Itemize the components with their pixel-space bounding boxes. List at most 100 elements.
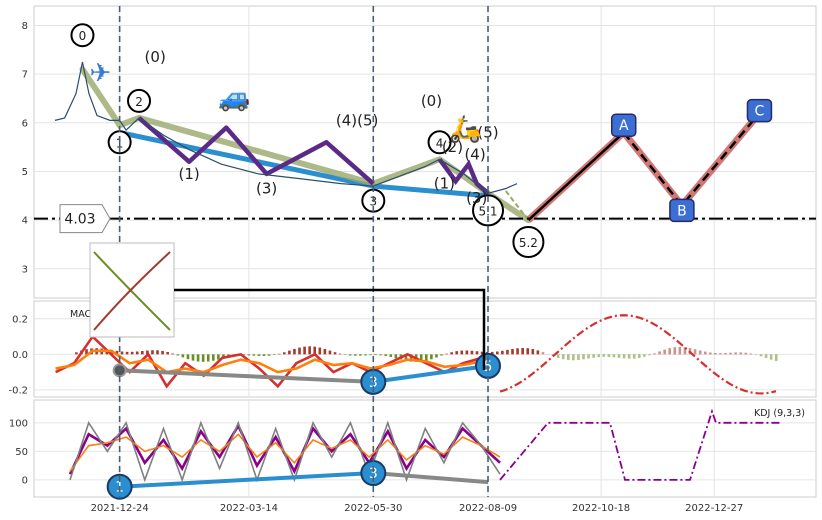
wave-label-circle: [512, 226, 545, 259]
macd-histogram-bar: [217, 354, 220, 360]
macd-histogram-bar: [632, 354, 636, 359]
macd-histogram-bar: [242, 354, 246, 356]
macd-histogram-bar: [440, 354, 443, 356]
inset-connector-line: [174, 288, 486, 370]
macd-histogram-bar: [409, 354, 413, 362]
projection-line-bc: [622, 112, 761, 208]
macd-histogram-bar: [354, 354, 357, 356]
wave-label: (5): [477, 124, 498, 142]
wave-label: 0: [79, 29, 87, 43]
macd-histogram-bar: [602, 354, 606, 357]
macd-histogram-bar: [450, 352, 453, 355]
x-tick-label: 2022-05-30: [344, 503, 402, 514]
macd-y-tick-label: 0.0: [12, 350, 28, 361]
macd-histogram-bar: [166, 352, 169, 355]
macd-histogram-bar: [120, 351, 124, 355]
wave-label: (4): [464, 145, 485, 163]
projection-lead-in: [504, 190, 530, 221]
macd-histogram-bar: [572, 354, 575, 361]
macd-histogram-bar: [369, 354, 372, 356]
macd-histogram-bar: [338, 353, 342, 355]
wave-label: (2): [442, 138, 463, 156]
wave-label: (3): [256, 180, 277, 198]
macd-divergence-label: 3: [369, 375, 378, 391]
macd-histogram-bar: [643, 354, 646, 357]
macd-histogram-bar: [460, 350, 464, 355]
macd-histogram-bar: [698, 350, 702, 355]
macd-histogram-bar: [470, 350, 474, 355]
macd-histogram-bar: [85, 349, 88, 355]
wave-label: (1): [178, 165, 199, 183]
x-tick-label: 2021-12-24: [91, 503, 149, 514]
macd-histogram-bar: [130, 351, 134, 355]
macd-histogram-bar: [196, 354, 200, 362]
macd-histogram-bar: [521, 348, 524, 355]
macd-histogram-bar: [201, 354, 205, 362]
kdj-series-J: [69, 420, 501, 483]
macd-histogram-bar: [212, 354, 215, 361]
macd-histogram-bar: [156, 350, 159, 355]
macd-histogram-bar: [257, 354, 261, 356]
macd-histogram-bar: [668, 348, 672, 355]
wave-label: 1: [116, 136, 124, 150]
macd-histogram-bar: [389, 354, 393, 357]
macd-histogram-bar: [141, 350, 144, 355]
price-y-tick-label: 5: [22, 167, 28, 178]
wave-label: 4: [436, 136, 444, 150]
kdj-y-tick-label: 0: [22, 475, 28, 486]
macd-histogram-bar: [384, 354, 388, 356]
macd-histogram-bar: [176, 354, 180, 356]
macd-histogram-bar: [404, 354, 408, 361]
inset-curve-2: [93, 251, 171, 331]
wave-label: (4)(5): [336, 111, 379, 129]
macd-histogram-bar: [475, 351, 479, 355]
macd-histogram-bar: [516, 348, 519, 355]
macd-histogram-bar: [445, 353, 448, 355]
macd-histogram-bar: [267, 354, 271, 356]
macd-histogram-bar: [293, 348, 296, 355]
scooter-icon: 🛵: [449, 114, 481, 144]
macd-histogram-bar: [283, 352, 286, 355]
macd-histogram-bar: [714, 353, 717, 355]
macd-histogram-bar: [272, 354, 276, 355]
wave-sub-line-1: [137, 116, 375, 186]
macd-histogram-bar: [501, 350, 504, 355]
abc-label: A: [619, 118, 629, 134]
wave-label-circle: [70, 23, 95, 48]
macd-y-tick-label: 0.2: [12, 314, 28, 325]
macd-histogram-bar: [724, 353, 727, 355]
macd-histogram-bar: [541, 352, 545, 355]
macd-histogram-bar: [75, 352, 78, 355]
macd-histogram-bar: [161, 350, 164, 355]
macd-histogram-bar: [222, 354, 225, 359]
macd-histogram-bar: [683, 347, 687, 355]
macd-histogram-bar: [506, 349, 509, 355]
macd-histogram-bar: [313, 346, 317, 355]
macd-histogram-bar: [567, 354, 570, 361]
macd-histogram-bar: [480, 351, 484, 355]
macd-histogram-bar: [247, 354, 251, 356]
macd-histogram-bar: [496, 351, 499, 355]
wave-label: (0): [145, 48, 166, 66]
kdj-title: KDJ (9,3,3): [754, 408, 805, 419]
macd-histogram-bar: [359, 354, 362, 356]
price-y-tick-label: 7: [22, 70, 28, 81]
macd-histogram-bar: [653, 353, 656, 355]
inset-thumbnail: [89, 242, 175, 338]
macd-series-signal: [55, 349, 482, 374]
macd-histogram-bar: [455, 351, 459, 355]
macd-histogram-bar: [328, 350, 332, 355]
price-level-tag: [59, 204, 111, 234]
macd-histogram-bar: [617, 354, 621, 358]
abc-label-box: [669, 198, 695, 223]
macd-histogram-bar: [125, 351, 129, 355]
macd-histogram-bar: [744, 352, 748, 355]
price-y-tick-label: 4: [22, 216, 28, 227]
macd-histogram-bar: [769, 354, 773, 360]
macd-histogram-bar: [379, 354, 382, 356]
macd-histogram-bar: [587, 354, 590, 359]
kdj-y-tick-label: 50: [15, 447, 28, 458]
price-y-tick-label: 6: [22, 118, 28, 129]
